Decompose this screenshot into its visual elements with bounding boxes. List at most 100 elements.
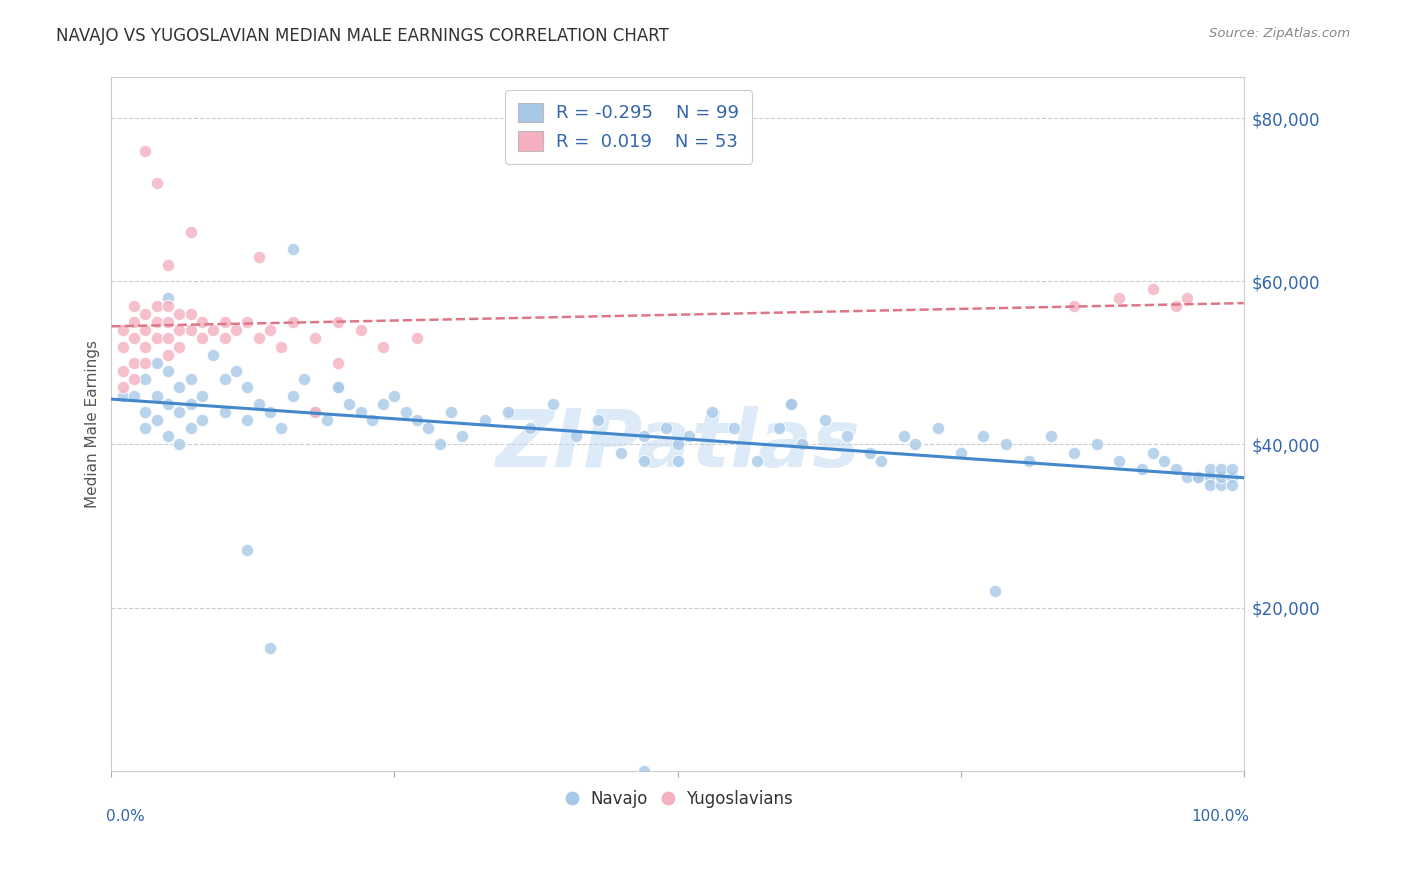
Point [1108, 291, 1130, 305]
Point [180, 421, 202, 435]
Point [1222, 470, 1244, 484]
Point [281, 388, 304, 402]
Point [270, 421, 292, 435]
Point [678, 429, 700, 443]
Point [169, 380, 191, 394]
Point [122, 356, 145, 370]
Point [610, 445, 633, 459]
Point [588, 413, 610, 427]
Y-axis label: Median Male Earnings: Median Male Earnings [86, 340, 100, 508]
Point [451, 429, 474, 443]
Point [337, 397, 360, 411]
Point [349, 405, 371, 419]
Point [927, 421, 949, 435]
Point [169, 340, 191, 354]
Point [1222, 478, 1244, 492]
Point [972, 429, 994, 443]
Point [1198, 478, 1220, 492]
Point [236, 380, 259, 394]
Point [666, 437, 689, 451]
Point [1130, 462, 1153, 476]
Point [157, 315, 180, 329]
Point [837, 429, 859, 443]
Point [214, 405, 236, 419]
Point [169, 307, 191, 321]
Point [111, 388, 134, 402]
Point [1108, 454, 1130, 468]
Point [440, 405, 463, 419]
Point [202, 323, 225, 337]
Text: 100.0%: 100.0% [1191, 809, 1250, 824]
Point [1142, 445, 1164, 459]
Point [768, 421, 790, 435]
Point [247, 250, 270, 264]
Point [169, 323, 191, 337]
Point [111, 323, 134, 337]
Point [145, 299, 167, 313]
Point [214, 372, 236, 386]
Text: ZIPatlas: ZIPatlas [495, 406, 860, 483]
Point [418, 421, 440, 435]
Point [157, 397, 180, 411]
Point [1198, 470, 1220, 484]
Point [633, 454, 655, 468]
Point [122, 388, 145, 402]
Legend: Navajo, Yugoslavians: Navajo, Yugoslavians [555, 783, 800, 814]
Point [145, 356, 167, 370]
Point [145, 315, 167, 329]
Point [247, 397, 270, 411]
Point [214, 331, 236, 345]
Point [134, 356, 156, 370]
Point [111, 380, 134, 394]
Point [666, 454, 689, 468]
Text: 0.0%: 0.0% [105, 809, 145, 824]
Point [191, 413, 214, 427]
Point [134, 323, 156, 337]
Point [395, 405, 418, 419]
Point [134, 340, 156, 354]
Point [949, 445, 972, 459]
Point [214, 315, 236, 329]
Point [1209, 478, 1232, 492]
Point [792, 437, 814, 451]
Point [1209, 462, 1232, 476]
Text: Source: ZipAtlas.com: Source: ZipAtlas.com [1209, 27, 1350, 40]
Point [134, 307, 156, 321]
Point [633, 429, 655, 443]
Point [169, 405, 191, 419]
Point [1175, 291, 1198, 305]
Point [122, 315, 145, 329]
Point [994, 437, 1017, 451]
Point [304, 405, 326, 419]
Point [315, 413, 337, 427]
Point [406, 413, 429, 427]
Point [157, 364, 180, 378]
Point [1040, 429, 1063, 443]
Point [202, 348, 225, 362]
Point [111, 364, 134, 378]
Point [157, 331, 180, 345]
Point [349, 323, 371, 337]
Point [1063, 299, 1085, 313]
Point [236, 413, 259, 427]
Point [360, 413, 382, 427]
Point [1164, 462, 1187, 476]
Point [1187, 470, 1209, 484]
Point [134, 405, 156, 419]
Point [157, 291, 180, 305]
Point [191, 331, 214, 345]
Point [519, 421, 541, 435]
Point [180, 323, 202, 337]
Point [1175, 470, 1198, 484]
Point [1142, 283, 1164, 297]
Point [122, 331, 145, 345]
Point [655, 421, 678, 435]
Point [633, 764, 655, 778]
Point [326, 380, 349, 394]
Point [1222, 462, 1244, 476]
Point [270, 340, 292, 354]
Point [1198, 462, 1220, 476]
Point [122, 372, 145, 386]
Point [259, 323, 281, 337]
Point [1164, 299, 1187, 313]
